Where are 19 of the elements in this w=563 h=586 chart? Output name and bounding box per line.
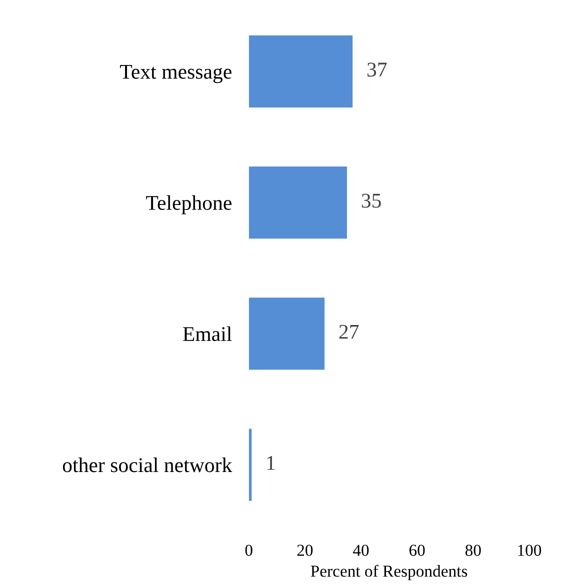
data-label: 35 — [362, 194, 381, 208]
y-tick-label: Email — [183, 326, 232, 342]
bar — [248, 166, 347, 239]
y-tick-label: other social network — [62, 458, 232, 472]
x-axis-title: Percent of Respondents — [310, 564, 468, 580]
x-tick-label: 40 — [352, 544, 369, 556]
bar — [248, 298, 325, 370]
bar — [248, 35, 353, 108]
x-tick-label: 60 — [409, 544, 425, 556]
data-label: 27 — [339, 324, 359, 339]
y-tick-label: Telephone — [146, 195, 232, 214]
x-tick-label: 80 — [465, 544, 481, 556]
x-tick-label: 20 — [297, 544, 313, 556]
data-label: 37 — [367, 62, 387, 77]
bar — [248, 428, 252, 501]
x-tick-label: 100 — [518, 544, 542, 556]
x-tick-label: 0 — [245, 544, 252, 556]
data-label: 1 — [267, 456, 275, 470]
y-tick-label: Text message — [120, 64, 232, 84]
